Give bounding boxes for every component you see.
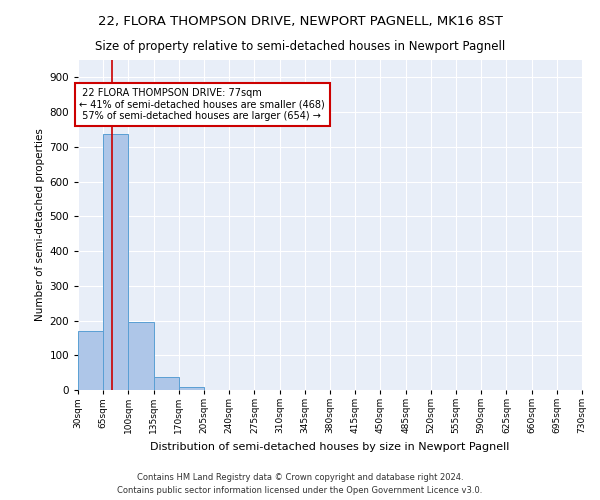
Y-axis label: Number of semi-detached properties: Number of semi-detached properties [35,128,45,322]
Text: 22, FLORA THOMPSON DRIVE, NEWPORT PAGNELL, MK16 8ST: 22, FLORA THOMPSON DRIVE, NEWPORT PAGNEL… [98,15,502,28]
Bar [154,377,179,390]
Bar [179,386,204,390]
Text: Contains HM Land Registry data © Crown copyright and database right 2024.
Contai: Contains HM Land Registry data © Crown c… [118,474,482,495]
Text: 22 FLORA THOMPSON DRIVE: 77sqm
← 41% of semi-detached houses are smaller (468)
 : 22 FLORA THOMPSON DRIVE: 77sqm ← 41% of … [79,88,325,121]
Bar [103,134,128,390]
Bar [78,331,103,390]
X-axis label: Distribution of semi-detached houses by size in Newport Pagnell: Distribution of semi-detached houses by … [151,442,509,452]
Bar [128,322,154,390]
Text: Size of property relative to semi-detached houses in Newport Pagnell: Size of property relative to semi-detach… [95,40,505,53]
